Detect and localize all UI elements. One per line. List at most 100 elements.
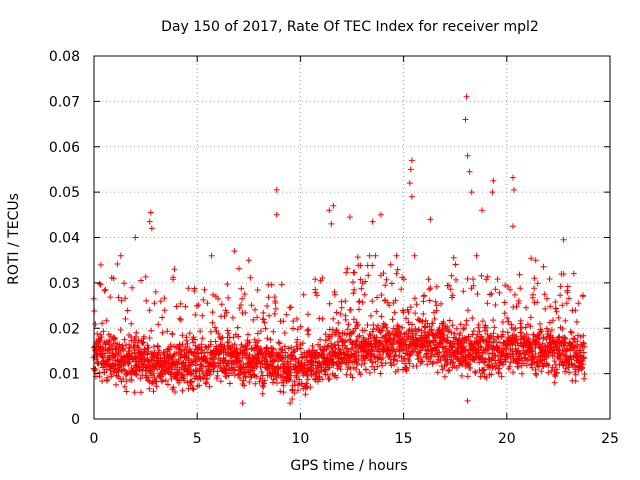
data-point — [294, 336, 301, 343]
data-point — [405, 309, 412, 315]
data-point — [210, 291, 217, 298]
data-point — [429, 327, 435, 334]
data-point — [145, 374, 152, 381]
data-point — [542, 305, 549, 312]
data-point — [337, 366, 344, 373]
data-point — [539, 363, 546, 370]
data-point — [180, 375, 187, 382]
data-point — [362, 278, 369, 285]
data-point — [572, 371, 579, 378]
data-point — [286, 376, 293, 383]
data-point — [575, 300, 582, 307]
data-point — [479, 207, 485, 214]
data-point — [460, 326, 467, 333]
data-point — [355, 349, 362, 356]
data-point — [97, 337, 104, 344]
data-point — [225, 330, 232, 337]
data-point — [389, 316, 396, 323]
data-point — [190, 386, 197, 393]
data-point — [208, 252, 215, 259]
data-point — [171, 266, 178, 273]
data-point — [561, 334, 568, 341]
data-point — [546, 319, 553, 326]
data-point — [527, 314, 534, 321]
data-point — [535, 336, 542, 343]
data-point — [457, 321, 464, 328]
data-point — [361, 360, 368, 367]
data-point — [551, 379, 558, 386]
data-point — [286, 304, 293, 311]
data-point — [196, 382, 203, 389]
data-point — [195, 302, 202, 309]
data-point — [324, 371, 331, 378]
data-point — [458, 372, 465, 379]
data-point — [504, 315, 511, 321]
data-point — [321, 367, 327, 374]
data-point — [295, 381, 301, 388]
data-point — [250, 358, 257, 365]
data-point — [507, 359, 514, 366]
data-point — [119, 342, 126, 349]
data-point — [186, 355, 193, 362]
data-point — [547, 303, 554, 310]
data-point — [185, 385, 192, 392]
data-point — [471, 357, 478, 364]
data-point — [200, 296, 207, 303]
data-point — [344, 366, 351, 373]
data-point — [159, 314, 166, 321]
data-point — [211, 364, 217, 371]
data-point — [246, 339, 253, 345]
data-point — [224, 281, 231, 288]
data-point — [114, 261, 121, 267]
data-point — [548, 327, 555, 333]
data-point — [560, 236, 567, 243]
data-point — [121, 336, 128, 343]
data-point — [222, 357, 229, 363]
data-point — [543, 336, 550, 343]
data-point — [191, 285, 198, 292]
data-point — [157, 298, 164, 305]
data-point — [568, 329, 575, 336]
data-point — [439, 366, 446, 373]
data-point — [529, 364, 536, 371]
data-point — [351, 269, 358, 276]
data-point — [251, 336, 258, 343]
data-point — [140, 339, 147, 346]
x-tick-labels: 0 5 10 15 20 25 — [90, 431, 619, 447]
data-point — [378, 327, 385, 334]
data-point — [391, 361, 398, 368]
data-point — [394, 332, 401, 339]
data-point — [443, 352, 450, 359]
data-point — [511, 291, 518, 298]
data-point — [271, 310, 278, 317]
data-point — [407, 166, 414, 173]
data-point — [470, 282, 477, 289]
data-point — [183, 334, 190, 341]
data-point — [236, 265, 242, 272]
data-point — [115, 368, 122, 375]
data-point — [411, 295, 418, 302]
data-point — [176, 342, 183, 349]
data-point — [179, 387, 186, 394]
data-point — [547, 343, 554, 350]
data-point — [353, 337, 360, 344]
data-point — [386, 302, 393, 309]
data-point — [342, 312, 349, 319]
data-point — [198, 341, 205, 348]
data-point — [131, 343, 137, 350]
data-point — [527, 341, 533, 348]
data-point — [223, 309, 230, 316]
data-point — [167, 352, 174, 358]
y-tick-label: 0.02 — [49, 321, 80, 337]
data-point — [352, 348, 359, 355]
data-point — [401, 276, 407, 283]
data-point — [264, 303, 271, 309]
data-point — [182, 353, 189, 360]
data-point — [204, 375, 211, 382]
data-point — [202, 380, 209, 387]
data-point — [138, 277, 145, 284]
data-point — [242, 309, 249, 316]
data-point — [367, 338, 374, 345]
y-tick-label: 0.08 — [49, 49, 80, 65]
